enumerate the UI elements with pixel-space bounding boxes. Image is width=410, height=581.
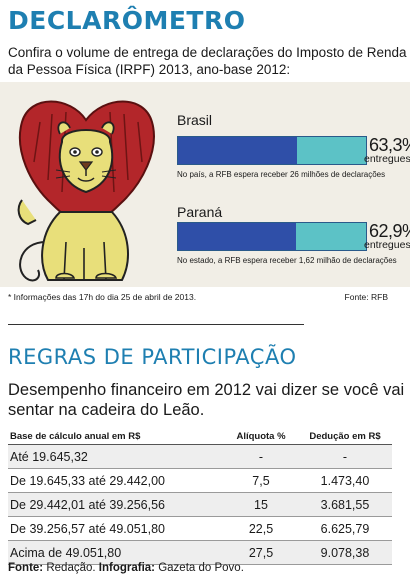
intro-text: Desempenho financeiro em 2012 vai dizer … [8, 381, 405, 419]
cell-base: De 29.442,01 até 39.256,56 [8, 492, 224, 517]
cell-base: Até 19.645,32 [8, 444, 224, 469]
progress-fill-parana [178, 223, 297, 250]
credits-source-label: Fonte: [8, 562, 44, 574]
credits: Fonte: Redação. Infografia: Gazeta do Po… [8, 562, 244, 574]
table-header-row: Base de cálculo anual em R$ Alíquota % D… [8, 428, 392, 445]
cell-base: Acima de 49.051,80 [8, 540, 224, 565]
percent-parana: 62,9% [369, 221, 410, 241]
cell-rate: - [224, 444, 298, 469]
cell-deduction: 9.078,38 [298, 540, 392, 565]
cell-deduction: 1.473,40 [298, 468, 392, 493]
progress-bar-brasil [177, 136, 367, 165]
cell-rate: 15 [224, 492, 298, 517]
tax-rate-table: Base de cálculo anual em R$ Alíquota % D… [8, 428, 392, 565]
divider [8, 324, 304, 325]
source-label: Fonte: RFB [344, 292, 388, 302]
unit-label-brasil: entregues [364, 153, 410, 165]
note-brasil: No país, a RFB espera receber 26 milhões… [177, 170, 386, 179]
note-parana: No estado, a RFB espera receber 1,62 mil… [177, 256, 397, 265]
page-title: DECLARÔMETRO [8, 6, 246, 35]
region-name-parana: Paraná [177, 204, 223, 220]
percent-brasil: 63,3% [369, 135, 410, 155]
cell-base: De 19.645,33 até 29.442,00 [8, 468, 224, 493]
header-rate: Alíquota % [224, 428, 298, 445]
cell-rate: 22,5 [224, 516, 298, 541]
progress-bar-parana [177, 222, 367, 251]
cell-deduction: - [298, 444, 392, 469]
section-title: REGRAS DE PARTICIPAÇÃO [8, 345, 297, 369]
cell-deduction: 3.681,55 [298, 492, 392, 517]
table-row: De 19.645,33 até 29.442,00 7,5 1.473,40 [8, 468, 392, 493]
cell-deduction: 6.625,79 [298, 516, 392, 541]
credits-source-value: Redação. [46, 562, 96, 574]
header-base: Base de cálculo anual em R$ [8, 428, 224, 445]
subtitle: Confira o volume de entrega de declaraçõ… [8, 45, 407, 77]
lion-illustration [17, 100, 155, 282]
credits-infographic-label: Infografia: [98, 562, 156, 574]
table-row: De 39.256,57 até 49.051,80 22,5 6.625,79 [8, 516, 392, 541]
footnote: * Informações das 17h do dia 25 de abril… [8, 292, 197, 302]
credits-infographic-value: Gazeta do Povo. [158, 562, 244, 574]
unit-label-parana: entregues [364, 239, 410, 251]
table-row: Acima de 49.051,80 27,5 9.078,38 [8, 540, 392, 565]
cell-base: De 39.256,57 até 49.051,80 [8, 516, 224, 541]
cell-rate: 27,5 [224, 540, 298, 565]
table-row: De 29.442,01 até 39.256,56 15 3.681,55 [8, 492, 392, 517]
table-row: Até 19.645,32 - - [8, 444, 392, 469]
region-name-brasil: Brasil [177, 112, 213, 128]
progress-fill-brasil [178, 137, 297, 164]
cell-rate: 7,5 [224, 468, 298, 493]
header-deduction: Dedução em R$ [298, 428, 392, 445]
